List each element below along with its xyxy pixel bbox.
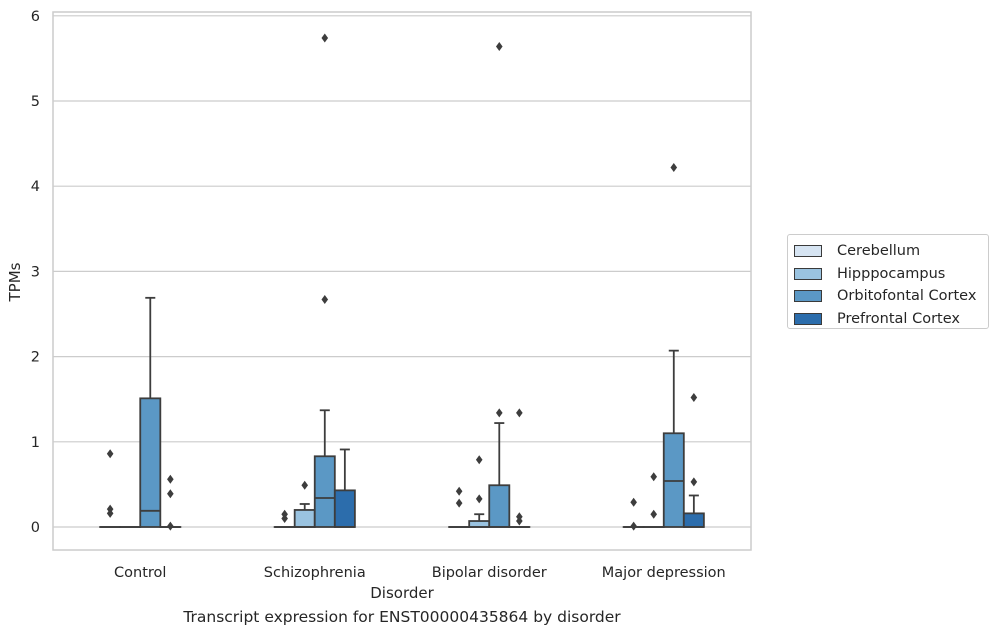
box (293, 509, 316, 528)
legend: Cerebellum Hipppocampus Orbitofontal Cor… (787, 234, 989, 329)
outlier-point (106, 449, 114, 459)
outlier-point (670, 162, 678, 172)
legend-swatch-prefrontal-cortex (794, 312, 822, 325)
outlier-point (690, 477, 698, 487)
outlier-point (495, 408, 503, 418)
y-tick-label: 5 (31, 94, 40, 110)
legend-label-cerebellum: Cerebellum (837, 243, 921, 260)
outlier-point (301, 480, 309, 490)
outlier-point (630, 497, 637, 507)
legend-swatch-orbitofrontal-cortex (794, 290, 822, 303)
outlier-point (321, 33, 329, 43)
outlier-point (516, 408, 523, 418)
outlier-point (475, 455, 483, 465)
outlier-point (167, 489, 174, 499)
box (313, 455, 336, 528)
outlier-point (650, 472, 658, 482)
y-tick-label: 1 (31, 435, 40, 451)
outlier-point (650, 509, 658, 519)
outlier-point (630, 521, 637, 531)
outlier-point (495, 41, 503, 51)
legend-label-prefrontal-cortex: Prefrontal Cortex (837, 310, 960, 327)
box (333, 489, 356, 528)
y-tick-label: 3 (31, 264, 40, 280)
y-tick-label: 2 (31, 350, 40, 366)
box (682, 512, 705, 528)
outlier-point (167, 521, 174, 531)
box (488, 484, 511, 528)
outlier-point (281, 509, 288, 519)
y-axis-label: TPMs (6, 262, 24, 302)
outlier-point (475, 494, 483, 504)
outlier-point (321, 295, 329, 305)
legend-swatch-cerebellum (794, 245, 822, 258)
gridlines (53, 15, 751, 528)
legend-label-orbitofrontal-cortex: Orbitofontal Cortex (837, 288, 977, 305)
legend-item-prefrontal-cortex: Prefrontal Cortex (794, 308, 988, 331)
y-tick-label: 4 (31, 179, 40, 195)
y-tick-label: 0 (31, 520, 40, 536)
legend-item-orbitofrontal-cortex: Orbitofontal Cortex (794, 285, 988, 308)
box-plots (99, 33, 705, 531)
outlier-point (106, 504, 114, 514)
plot-frame (52, 11, 752, 551)
x-tick-label: Schizophrenia (264, 565, 366, 581)
outlier-point (167, 474, 174, 484)
outlier-point (516, 512, 523, 522)
y-tick-label: 6 (31, 9, 40, 25)
legend-label-hippocampus: Hipppocampus (837, 265, 946, 282)
x-tick-label: Control (114, 565, 166, 581)
x-tick-label: Bipolar disorder (432, 565, 547, 581)
legend-swatch-hippocampus (794, 267, 822, 280)
legend-item-hippocampus: Hipppocampus (794, 263, 988, 286)
outlier-point (455, 498, 463, 508)
figure-caption: Transcript expression for ENST0000043586… (183, 608, 621, 626)
x-tick-label: Major depression (602, 565, 726, 581)
outlier-point (690, 392, 698, 402)
x-axis-label: Disorder (370, 584, 434, 602)
y-tick-labels: 0 1 2 3 4 5 6 (31, 9, 40, 536)
x-tick-labels: Control Schizophrenia Bipolar disorder Majo… (114, 565, 726, 581)
box (139, 397, 162, 528)
outlier-point (455, 486, 463, 496)
legend-item-cerebellum: Cerebellum (794, 240, 988, 263)
